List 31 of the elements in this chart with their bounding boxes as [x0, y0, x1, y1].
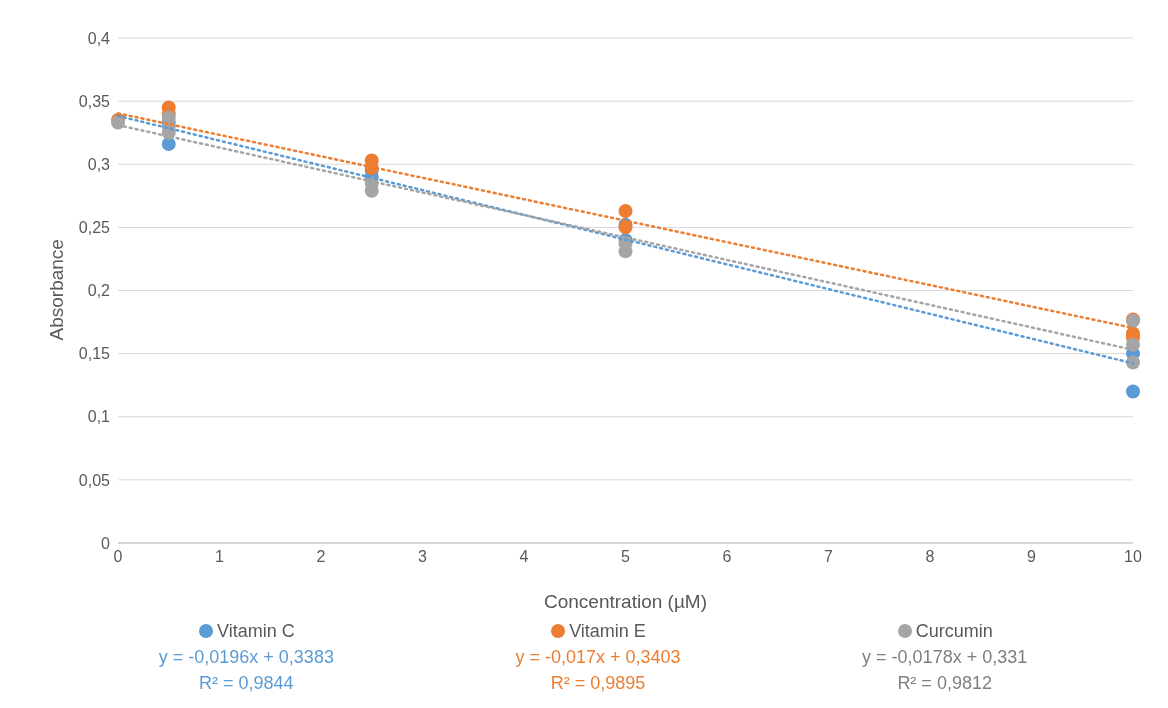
y-tick-label: 0,4 — [87, 29, 111, 47]
legend-label: Vitamin C — [216, 620, 296, 643]
x-axis-title: Concentration (µM) — [543, 591, 708, 612]
text: R² = 0,9812 — [896, 672, 993, 695]
y-tick-label: 0,15 — [78, 345, 111, 363]
x-tick-label: 10 — [1124, 548, 1142, 566]
x-tick-label: 9 — [1027, 548, 1037, 566]
text: y = -0,0196x + 0,3383 — [158, 646, 334, 669]
legend-label: Vitamin E — [568, 620, 647, 643]
text: R² = 0,9895 — [549, 672, 647, 695]
x-tick-label: 3 — [418, 548, 428, 566]
y-tick-label: 0,35 — [78, 92, 111, 110]
x-tick-label: 6 — [722, 548, 732, 566]
x-tick-label: 4 — [519, 548, 529, 566]
y-axis-title: Absorbance — [45, 239, 67, 341]
x-tick-label: 5 — [621, 548, 631, 566]
y-tick-label: 0,3 — [87, 155, 111, 173]
legend-label: Curcumin — [914, 620, 994, 643]
x-tick-label: 7 — [824, 548, 834, 566]
x-tick-label: 2 — [316, 548, 326, 566]
y-tick-label: 0,25 — [78, 219, 111, 237]
y-tick-label: 0,2 — [87, 282, 111, 300]
x-tick-label: 8 — [925, 548, 935, 566]
text: y = -0,017x + 0,3403 — [515, 646, 681, 669]
y-tick-label: 0,1 — [87, 408, 111, 426]
y-tick-label: 0 — [101, 534, 111, 552]
text: y = -0,0178x + 0,331 — [862, 646, 1028, 669]
y-tick-label: 0,05 — [78, 471, 111, 489]
x-tick-label: 1 — [215, 548, 225, 566]
x-tick-label: 0 — [113, 548, 123, 566]
text: R² = 0,9844 — [198, 672, 295, 695]
